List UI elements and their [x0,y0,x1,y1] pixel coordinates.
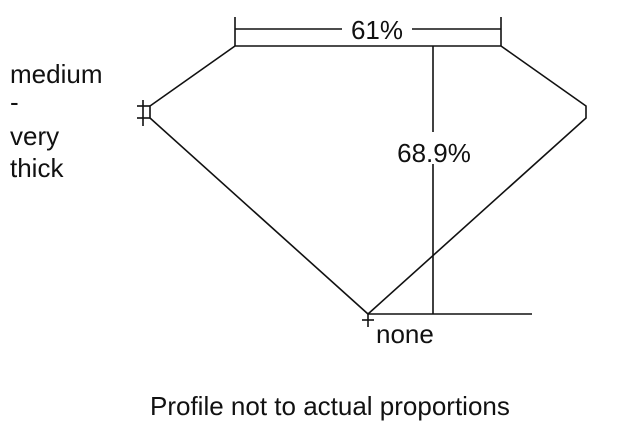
culet-label: none [376,319,434,349]
girdle-label-line-1: medium [10,59,102,89]
girdle-label-line-2: - [10,87,19,117]
girdle-label-line-4: thick [10,153,64,183]
girdle-label-line-3: very [10,121,59,151]
footnote: Profile not to actual proportions [150,391,510,421]
depth-percent-label: 68.9% [397,138,471,168]
table-percent-label: 61% [351,15,403,45]
diamond-outline [149,45,587,316]
